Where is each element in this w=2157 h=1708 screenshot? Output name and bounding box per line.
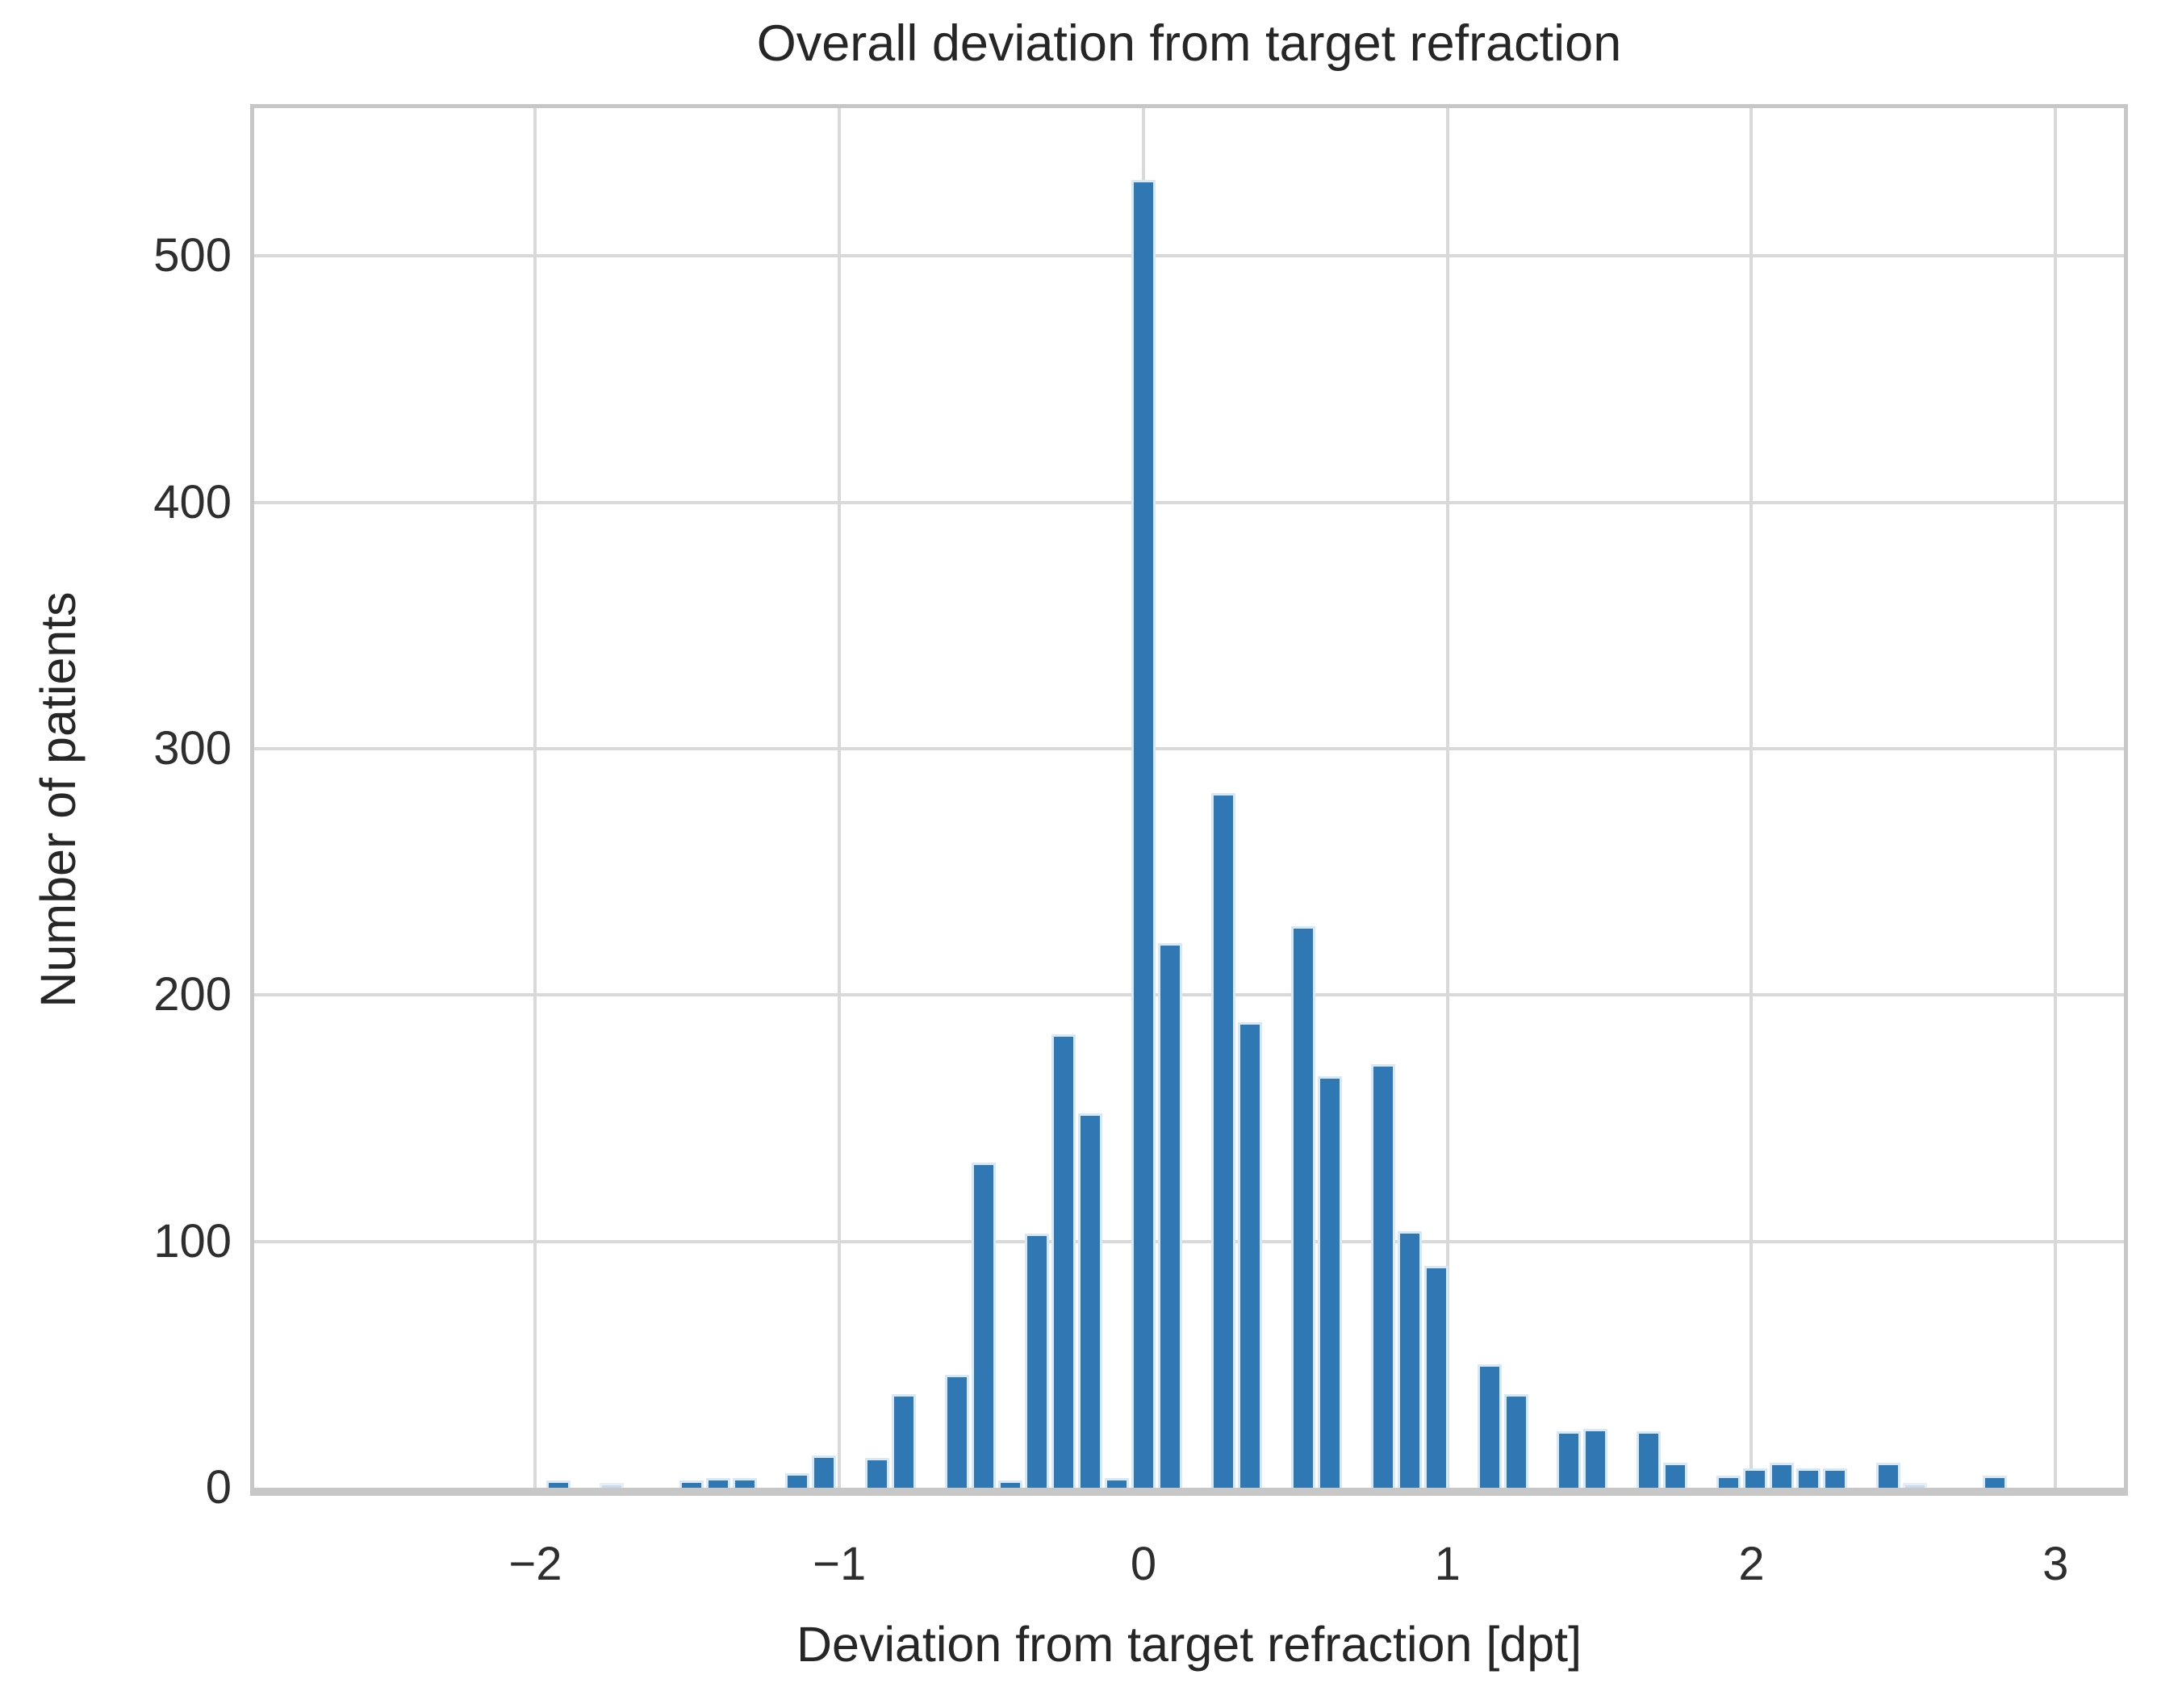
histogram-bar xyxy=(1318,1076,1342,1488)
histogram-bar xyxy=(1716,1476,1741,1488)
histogram-bar xyxy=(546,1480,571,1488)
histogram-bar xyxy=(1557,1431,1581,1488)
histogram-bar xyxy=(733,1478,757,1488)
histogram-bar xyxy=(1823,1468,1847,1488)
x-tick-label: 1 xyxy=(1434,1538,1461,1590)
histogram-bar xyxy=(998,1480,1022,1488)
histogram-bar xyxy=(1291,926,1315,1488)
histogram-bar xyxy=(1583,1429,1607,1488)
histogram-bar xyxy=(1051,1034,1076,1488)
histogram-bar xyxy=(812,1455,836,1488)
histogram-bar xyxy=(1478,1364,1502,1488)
histogram-bar xyxy=(1743,1468,1767,1488)
x-tick-label: −1 xyxy=(813,1538,867,1590)
y-tick-label: 300 xyxy=(153,721,232,775)
x-gridline--2 xyxy=(533,108,537,1488)
histogram-bar xyxy=(1078,1113,1102,1488)
y-axis-label: Number of patients xyxy=(31,591,86,1008)
histogram-bar xyxy=(1796,1468,1820,1488)
histogram-bar xyxy=(1105,1478,1129,1488)
x-axis-label: Deviation from target refraction [dpt] xyxy=(796,1617,1582,1672)
histogram-bar xyxy=(1504,1394,1528,1488)
histogram-bar xyxy=(785,1473,809,1488)
x-tick-label: 0 xyxy=(1130,1538,1157,1590)
histogram-bar xyxy=(945,1375,969,1488)
histogram-bar xyxy=(1663,1463,1687,1488)
histogram-bar xyxy=(1398,1231,1422,1488)
y-tick-label: 400 xyxy=(153,475,232,528)
histogram-bar xyxy=(1770,1463,1794,1488)
histogram-bar xyxy=(1371,1064,1395,1488)
y-tick-label: 200 xyxy=(153,968,232,1021)
y-tick-label: 500 xyxy=(153,229,232,282)
x-gridline-2 xyxy=(1749,108,1754,1488)
x-tick-label: 2 xyxy=(1738,1538,1765,1590)
histogram-bar xyxy=(1025,1234,1049,1488)
y-gridline-200 xyxy=(254,993,2124,997)
y-tick-label: 0 xyxy=(205,1461,232,1514)
chart-title: Overall deviation from target refraction xyxy=(756,15,1622,72)
plot-area xyxy=(254,108,2124,1488)
histogram-bar xyxy=(1131,180,1156,1488)
y-gridline-400 xyxy=(254,500,2124,504)
x-tick-label: −2 xyxy=(508,1538,562,1590)
histogram-bar xyxy=(865,1458,889,1488)
x-gridline-3 xyxy=(2054,108,2058,1488)
histogram-bar xyxy=(600,1483,624,1488)
histogram-bar xyxy=(892,1394,916,1488)
histogram-bar xyxy=(706,1478,730,1488)
histogram-bar xyxy=(1903,1483,1927,1488)
y-gridline-300 xyxy=(254,746,2124,750)
histogram-bar xyxy=(1983,1476,2007,1488)
y-gridline-100 xyxy=(254,1239,2124,1243)
plot-frame xyxy=(250,104,2128,1496)
x-tick-label: 3 xyxy=(2042,1538,2069,1590)
y-tick-label: 100 xyxy=(153,1214,232,1267)
histogram-bar xyxy=(1876,1463,1900,1488)
histogram-bar xyxy=(972,1163,996,1488)
histogram-bar xyxy=(679,1480,704,1488)
histogram-bar xyxy=(1158,943,1182,1488)
histogram-bar xyxy=(1211,793,1235,1488)
histogram-bar xyxy=(1238,1022,1262,1488)
x-gridline-1 xyxy=(1445,108,1449,1488)
x-gridline--1 xyxy=(838,108,842,1488)
histogram-bar xyxy=(1424,1266,1448,1488)
histogram-bar xyxy=(1637,1431,1661,1488)
y-gridline-500 xyxy=(254,254,2124,258)
